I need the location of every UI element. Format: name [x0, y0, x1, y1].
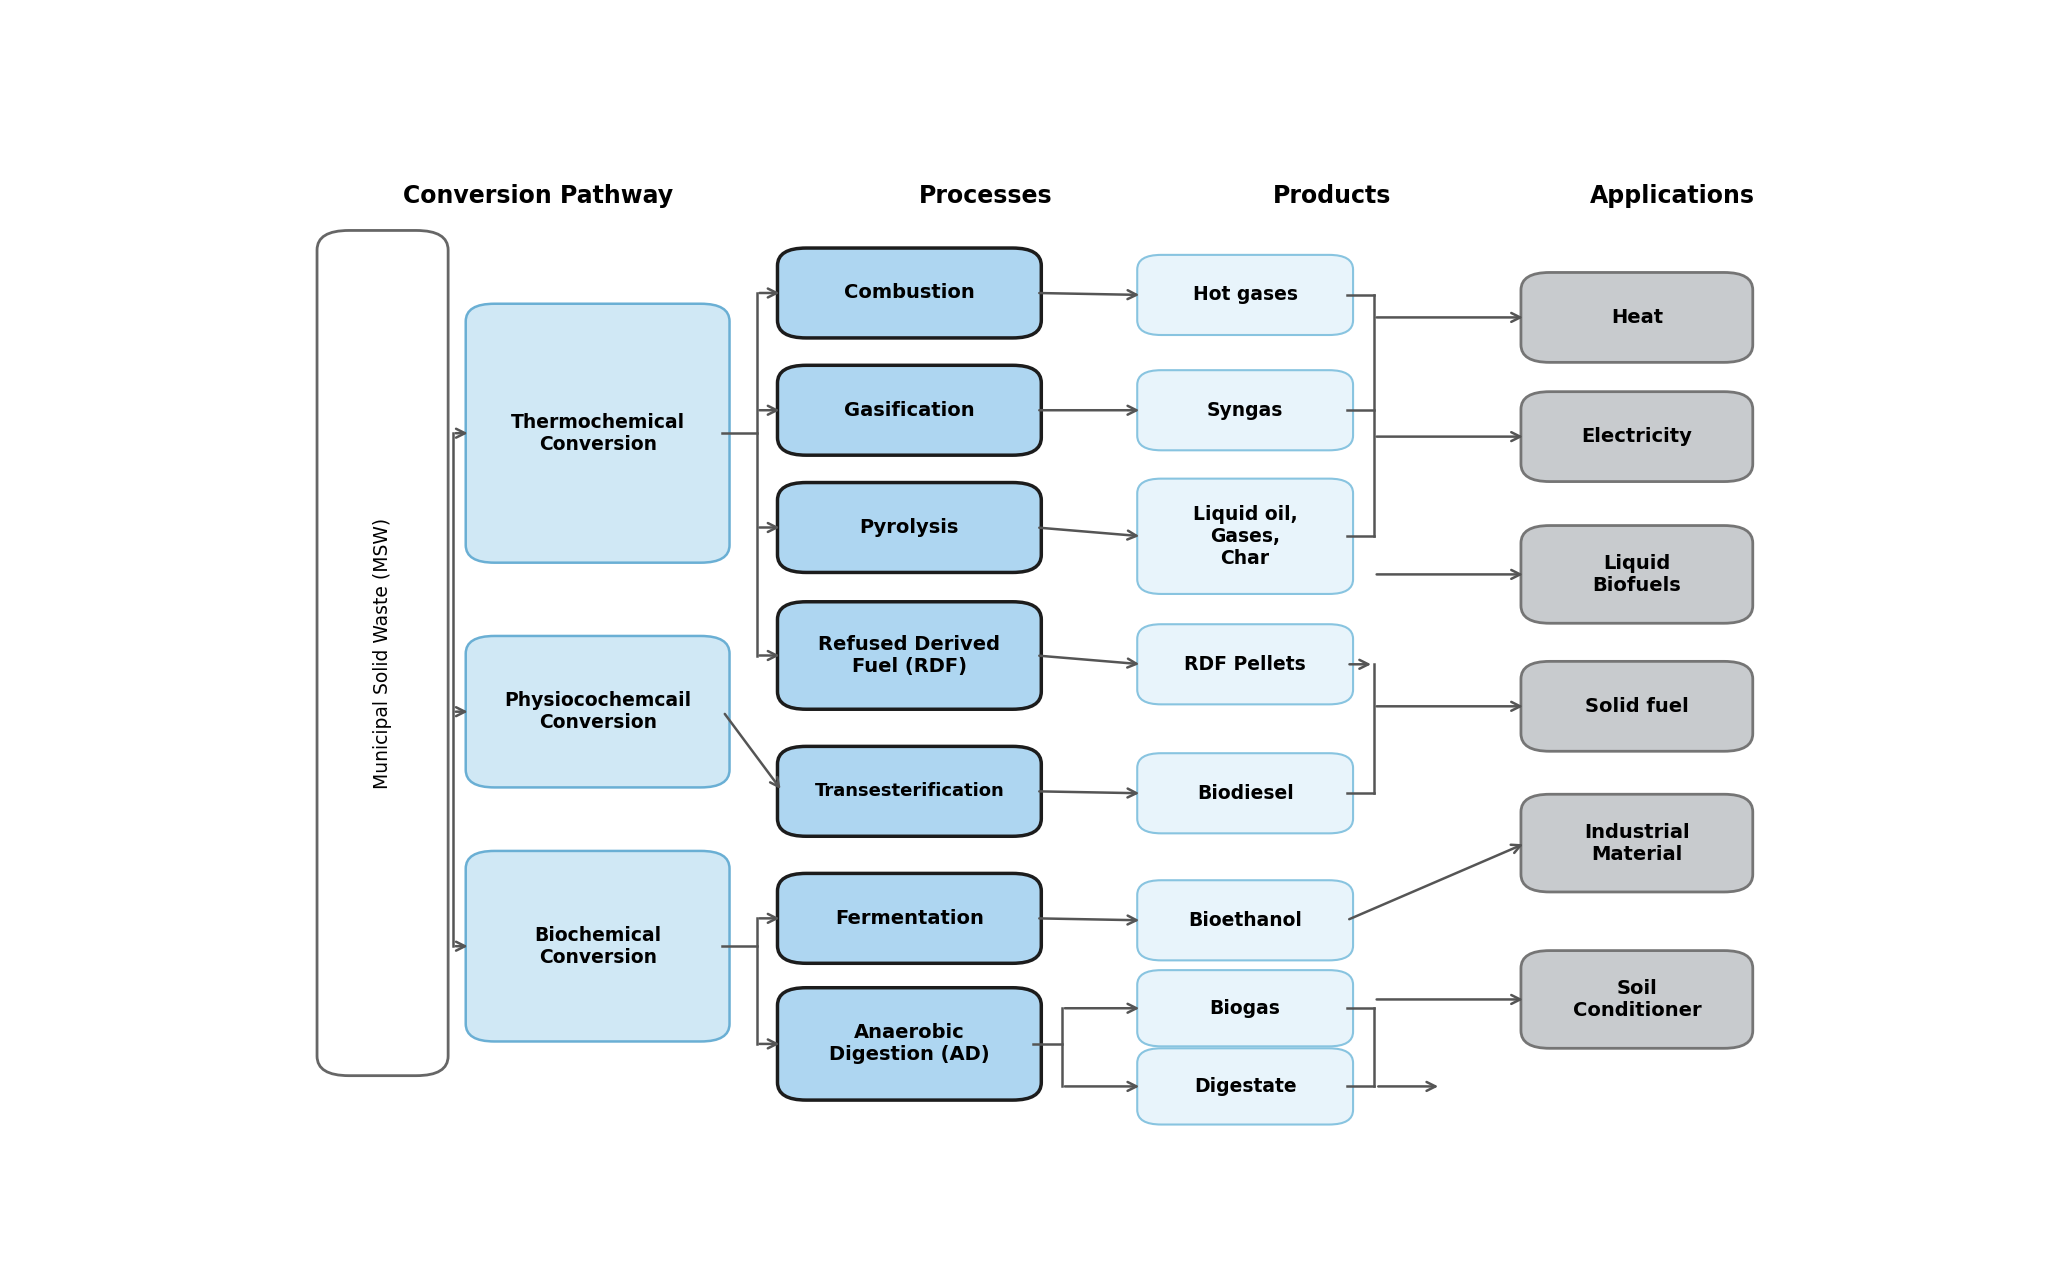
FancyBboxPatch shape	[1137, 754, 1353, 834]
FancyBboxPatch shape	[1137, 881, 1353, 961]
FancyBboxPatch shape	[778, 365, 1042, 456]
FancyBboxPatch shape	[1520, 392, 1754, 481]
FancyBboxPatch shape	[778, 247, 1042, 338]
Text: Biogas: Biogas	[1209, 999, 1281, 1018]
FancyBboxPatch shape	[778, 746, 1042, 836]
Text: Industrial
Material: Industrial Material	[1584, 822, 1690, 864]
Text: Gasification: Gasification	[844, 401, 974, 420]
FancyBboxPatch shape	[466, 303, 730, 562]
FancyBboxPatch shape	[778, 482, 1042, 572]
Text: Refused Derived
Fuel (RDF): Refused Derived Fuel (RDF)	[819, 634, 1001, 676]
FancyBboxPatch shape	[318, 231, 448, 1076]
FancyBboxPatch shape	[1520, 950, 1754, 1048]
Text: Anaerobic
Digestion (AD): Anaerobic Digestion (AD)	[829, 1023, 990, 1065]
Text: Biochemical
Conversion: Biochemical Conversion	[534, 925, 660, 967]
FancyBboxPatch shape	[778, 987, 1042, 1100]
FancyBboxPatch shape	[1520, 273, 1754, 363]
Text: Bioethanol: Bioethanol	[1188, 911, 1302, 930]
Text: Syngas: Syngas	[1207, 401, 1283, 420]
FancyBboxPatch shape	[466, 636, 730, 787]
FancyBboxPatch shape	[1137, 478, 1353, 594]
Text: Digestate: Digestate	[1194, 1077, 1296, 1096]
Text: Fermentation: Fermentation	[836, 909, 984, 928]
Text: Processes: Processes	[918, 184, 1052, 208]
Text: Liquid oil,
Gases,
Char: Liquid oil, Gases, Char	[1192, 505, 1298, 567]
FancyBboxPatch shape	[1137, 970, 1353, 1047]
FancyBboxPatch shape	[778, 602, 1042, 709]
FancyBboxPatch shape	[1137, 255, 1353, 335]
Text: Heat: Heat	[1611, 308, 1663, 327]
Text: RDF Pellets: RDF Pellets	[1184, 655, 1306, 674]
Text: Liquid
Biofuels: Liquid Biofuels	[1593, 553, 1681, 595]
Text: Solid fuel: Solid fuel	[1584, 697, 1690, 716]
FancyBboxPatch shape	[778, 873, 1042, 963]
Text: Biodiesel: Biodiesel	[1197, 784, 1294, 803]
Text: Soil
Conditioner: Soil Conditioner	[1572, 978, 1702, 1020]
Text: Pyrolysis: Pyrolysis	[860, 518, 959, 537]
Text: Products: Products	[1273, 184, 1390, 208]
Text: Applications: Applications	[1591, 184, 1756, 208]
Text: Conversion Pathway: Conversion Pathway	[402, 184, 673, 208]
FancyBboxPatch shape	[1137, 1048, 1353, 1124]
Text: Electricity: Electricity	[1582, 428, 1692, 447]
FancyBboxPatch shape	[1137, 624, 1353, 704]
FancyBboxPatch shape	[1520, 794, 1754, 892]
Text: Transesterification: Transesterification	[815, 782, 1005, 801]
FancyBboxPatch shape	[1137, 371, 1353, 450]
Text: Physiocochemcail
Conversion: Physiocochemcail Conversion	[503, 692, 691, 732]
FancyBboxPatch shape	[1520, 525, 1754, 623]
FancyBboxPatch shape	[1520, 661, 1754, 751]
FancyBboxPatch shape	[466, 851, 730, 1042]
Text: Hot gases: Hot gases	[1192, 286, 1298, 305]
Text: Combustion: Combustion	[844, 283, 976, 302]
Text: Thermochemical
Conversion: Thermochemical Conversion	[510, 412, 685, 454]
Text: Municipal Solid Waste (MSW): Municipal Solid Waste (MSW)	[373, 518, 392, 788]
